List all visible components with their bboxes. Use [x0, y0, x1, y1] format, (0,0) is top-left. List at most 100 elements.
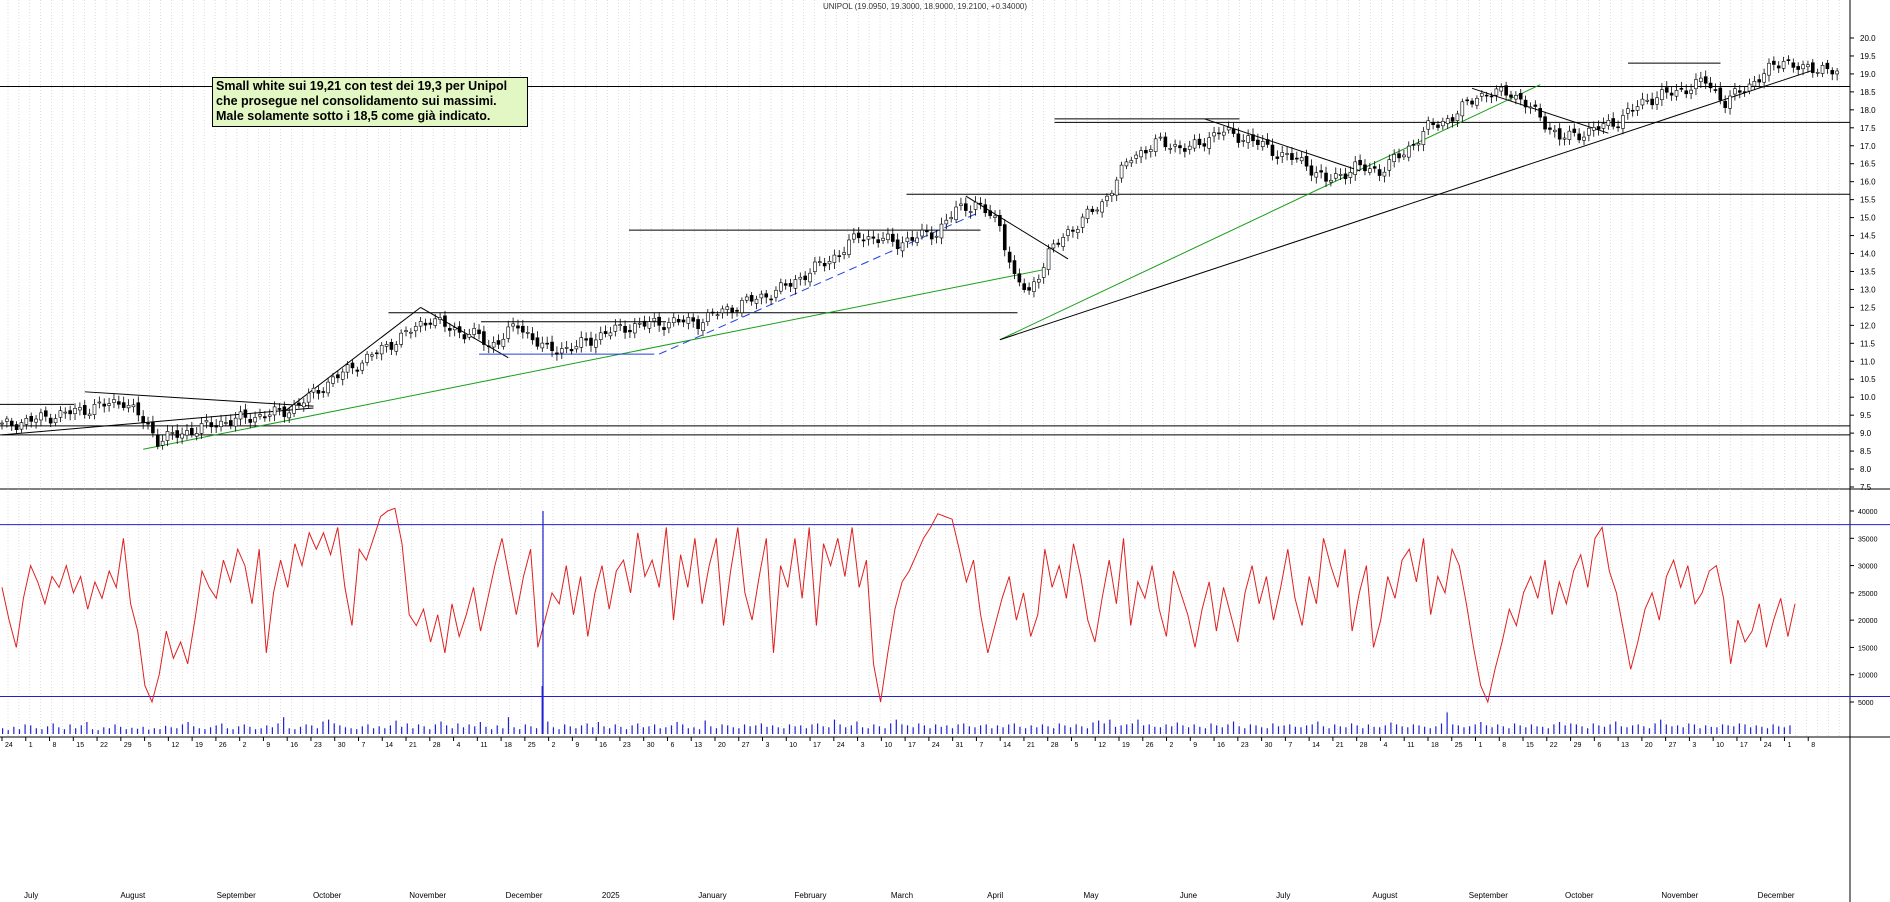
volume-bar — [1570, 723, 1572, 734]
volume-bar — [1688, 723, 1690, 734]
day-tick-label: 8 — [1811, 742, 1815, 749]
candle-body — [1075, 229, 1080, 233]
candle-body — [1329, 179, 1333, 183]
candle-body — [336, 374, 340, 379]
volume-bar — [97, 730, 99, 734]
month-label: October — [313, 891, 342, 900]
candle-body — [287, 412, 291, 419]
candle-body — [1679, 88, 1684, 90]
volume-bar — [1086, 728, 1088, 734]
candle-body — [881, 237, 885, 241]
day-tick-label: 16 — [599, 742, 607, 749]
candle-body — [160, 440, 165, 446]
volume-bar — [462, 727, 465, 734]
volume-bar — [260, 728, 262, 734]
day-tick-label: 29 — [1574, 742, 1582, 749]
volume-bar — [811, 724, 813, 734]
candle-body — [900, 242, 905, 252]
candle-body — [1051, 243, 1056, 249]
candle-body — [1163, 136, 1168, 148]
day-tick-label: 25 — [528, 742, 536, 749]
volume-bar — [923, 725, 925, 734]
candle-body — [1596, 126, 1601, 130]
candle-body — [1173, 144, 1177, 147]
volume-bar — [1373, 726, 1375, 734]
candle-body — [949, 217, 954, 220]
candle-body — [759, 293, 764, 299]
candle-body — [433, 318, 438, 326]
candle-body — [954, 206, 958, 220]
candle-body — [501, 338, 506, 347]
volume-bar — [1744, 724, 1746, 734]
candle-body — [803, 275, 807, 281]
candle-body — [136, 402, 141, 416]
volume-bar — [1401, 726, 1403, 734]
volume-bar — [1143, 725, 1145, 734]
day-tick-label: 12 — [1098, 742, 1106, 749]
candle-body — [151, 421, 155, 434]
volume-bar — [507, 717, 510, 734]
candle-body — [238, 411, 243, 420]
candle-body — [735, 310, 739, 312]
osc-tick-label: 30000 — [1858, 564, 1878, 571]
volume-bar — [491, 729, 493, 734]
volume-bar — [429, 729, 431, 734]
volume-bar — [946, 725, 948, 734]
volume-bar — [935, 724, 937, 734]
candle-body — [939, 223, 944, 239]
candle-body — [1509, 94, 1513, 98]
candle-body — [886, 233, 890, 241]
candle-body — [769, 298, 773, 301]
candle-body — [1806, 64, 1810, 68]
day-tick-label: 30 — [338, 742, 346, 749]
price-tick-label: 18.0 — [1860, 106, 1876, 115]
volume-bar — [170, 727, 172, 734]
candle-body — [102, 403, 107, 407]
candle-body — [360, 362, 365, 371]
candle-body — [1183, 148, 1187, 152]
day-tick-label: 15 — [76, 742, 84, 749]
candle-body — [1548, 127, 1552, 130]
day-tick-label: 1 — [29, 742, 33, 749]
candle-body — [1723, 100, 1727, 108]
candle-body — [1484, 94, 1489, 97]
candle-body — [1514, 95, 1518, 100]
volume-bar — [1513, 723, 1516, 734]
volume-bar — [1266, 728, 1268, 734]
candle-body — [1041, 267, 1046, 278]
volume-bar — [1536, 726, 1538, 734]
day-tick-label: 20 — [1645, 742, 1653, 749]
candle-body — [482, 331, 486, 345]
volume-bar — [153, 728, 155, 734]
volume-bar — [1463, 727, 1465, 734]
price-tick-label: 11.0 — [1860, 357, 1876, 366]
candle-body — [34, 418, 38, 423]
candle-body — [321, 391, 326, 393]
price-tick-label: 12.5 — [1860, 303, 1876, 312]
volume-bar — [384, 728, 386, 734]
candle-body — [1694, 79, 1698, 90]
volume-bar — [417, 724, 420, 734]
volume-bar — [631, 725, 633, 734]
candle-body — [1411, 144, 1416, 146]
month-label: August — [1372, 891, 1398, 900]
candle-body — [1470, 100, 1474, 105]
volume-bar — [35, 728, 37, 734]
candle-body — [676, 318, 681, 323]
volume-bar — [1053, 728, 1055, 734]
volume-bar — [1693, 724, 1696, 734]
volume-bar — [951, 728, 954, 734]
candle-body — [866, 236, 871, 240]
day-tick-label: 28 — [1051, 742, 1059, 749]
candle-body — [1436, 124, 1440, 128]
volume-bar — [743, 724, 746, 734]
candle-body — [1601, 123, 1606, 129]
volume-bar — [1131, 723, 1133, 734]
volume-bar — [1738, 723, 1740, 734]
volume-bar — [513, 727, 515, 734]
volume-bar — [1193, 724, 1195, 734]
candle-body — [1187, 145, 1192, 150]
candle-body — [1645, 99, 1650, 102]
volume-bar — [535, 728, 538, 734]
volume-bar — [1615, 721, 1617, 734]
